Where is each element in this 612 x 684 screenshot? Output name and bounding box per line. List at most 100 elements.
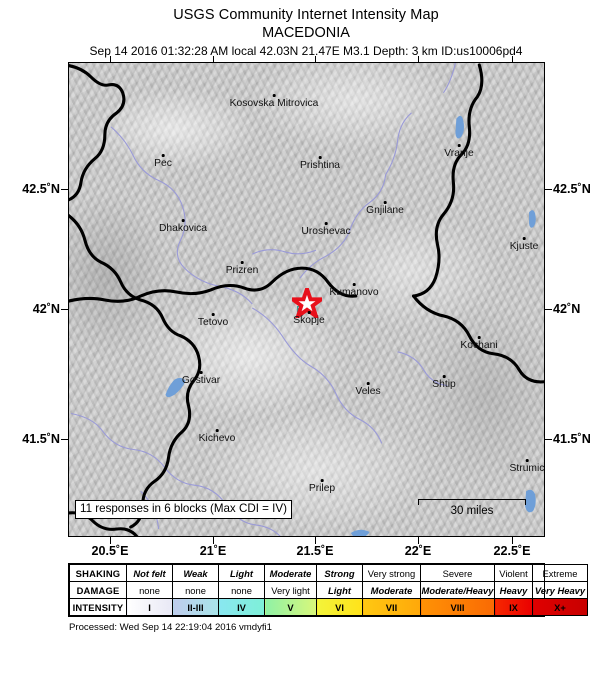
city-dot [477,336,481,339]
legend-shaking-cell: Severe [420,564,495,582]
y-axis-tick-label: 42.5˚N [22,182,60,196]
intensity-swatch-II-III: II-III [172,598,219,616]
river-network [70,63,456,536]
processed-timestamp: Processed: Wed Sep 14 22:19:04 2016 vmdy… [69,622,273,633]
city-dot [240,261,244,264]
city-dot [383,201,387,204]
intensity-swatch-IX: IX [494,598,533,616]
x-axis-tick [418,56,420,62]
lake-feature [455,115,465,139]
region-title: MACEDONIA [262,25,350,41]
city-name: Skopje [293,315,325,326]
x-axis-tick [110,56,112,62]
y-axis-tick-label: 41.5˚N [553,432,591,446]
city-dot [307,311,311,314]
city-dot [324,222,328,225]
scale-bar: 30 miles [418,499,526,518]
legend-row-label-shaking: SHAKING [69,564,127,582]
title-block: USGS Community Internet Intensity Map MA… [0,6,612,60]
city-dot [352,283,356,286]
x-axis-tick [213,537,215,544]
lake-feature [165,377,186,398]
city-name: Dhakovica [158,223,208,234]
x-axis-tick [512,537,514,544]
country-border-line [69,63,544,536]
event-summary-line: Sep 14 2016 01:32:28 AM local 42.03N 21.… [89,44,523,58]
city-dot [525,459,529,462]
legend-damage-cell: none [172,581,219,599]
legend-row-label-intensity: INTENSITY [69,598,127,616]
legend-shaking-cell: Strong [316,564,363,582]
y-axis-tick [61,309,68,311]
y-axis-tick [545,439,552,441]
city-name: Uroshevac [301,226,351,237]
legend-damage-cell: Light [316,581,363,599]
legend-damage-cell: Very light [264,581,317,599]
intensity-swatch-X: X+ [532,598,588,616]
legend-shaking-cell: Violent [494,564,533,582]
legend-row-damage: DAMAGE none none none Very light Light M… [69,581,588,599]
y-axis-tick [61,189,68,191]
scale-bar-label: 30 miles [450,505,494,517]
city-name: Prizren [225,265,259,276]
city-name: Kjuste [509,241,539,252]
legend-damage-cell: Heavy [494,581,533,599]
x-axis-tick-label: 21.5˚E [296,544,334,558]
intensity-swatch-VII: VII [362,598,421,616]
x-axis-tick-label: 20.5˚E [91,544,129,558]
y-axis-tick-label: 42˚N [32,302,60,316]
city-name: Gostivar [181,375,221,386]
y-axis-tick-label: 41.5˚N [22,432,60,446]
legend-damage-cell: Moderate [362,581,421,599]
intensity-swatch-I: I [126,598,173,616]
y-axis-tick-label: 42.5˚N [553,182,591,196]
city-name: Kichevo [198,433,236,444]
responses-summary-box: 11 responses in 6 blocks (Max CDI = IV) [75,500,292,519]
x-axis-tick-label: 21˚E [199,544,227,558]
city-dot [366,382,370,385]
y-axis-tick [545,189,552,191]
legend-damage-cell: none [218,581,265,599]
legend-shaking-cell: Very strong [362,564,421,582]
city-dot [181,219,185,222]
intensity-swatch-VIII: VIII [420,598,495,616]
x-axis-tick [315,537,317,544]
x-axis-tick [110,537,112,544]
lake-feature [350,529,370,536]
legend-shaking-cell: Extreme [532,564,588,582]
legend-shaking-cell: Not felt [126,564,173,582]
city-dot [457,144,461,147]
y-axis-tick [545,309,552,311]
intensity-legend-table: SHAKING Not felt Weak Light Moderate Str… [69,564,588,616]
city-name: Pec [154,158,172,169]
legend-damage-cell: none [126,581,173,599]
lake-feature [525,489,536,513]
intensity-swatch-VI: VI [316,598,363,616]
intensity-legend: SHAKING Not felt Weak Light Moderate Str… [68,563,588,617]
legend-shaking-cell: Moderate [264,564,317,582]
page-title: USGS Community Internet Intensity Map [173,7,439,23]
city-dot [522,237,526,240]
intensity-map[interactable]: Kosovska Mitrovica Pec Prishtina Vranje … [68,62,545,537]
scale-bar-bracket [418,499,526,505]
intensity-swatch-V: V [264,598,317,616]
city-name: Kumanovo [329,287,379,298]
city-name: Shtip [432,379,456,390]
x-axis-tick-label: 22˚E [404,544,432,558]
x-axis-tick-label: 22.5˚E [493,544,531,558]
city-dot [215,429,219,432]
city-dot [272,94,276,97]
legend-shaking-cell: Light [218,564,265,582]
map-vector-overlay [69,63,544,536]
city-name: Vranje [444,148,474,159]
city-dot [320,479,324,482]
city-dot [318,156,322,159]
intensity-swatch-IV: IV [218,598,265,616]
legend-row-shaking: SHAKING Not felt Weak Light Moderate Str… [69,564,588,582]
legend-row-intensity: INTENSITY I II-III IV V VI VII VIII IX X… [69,598,588,616]
city-name: Strumic [509,463,545,474]
city-dot [442,375,446,378]
y-axis-tick-label: 42˚N [553,302,581,316]
x-axis-tick [418,537,420,544]
city-dot [199,371,203,374]
